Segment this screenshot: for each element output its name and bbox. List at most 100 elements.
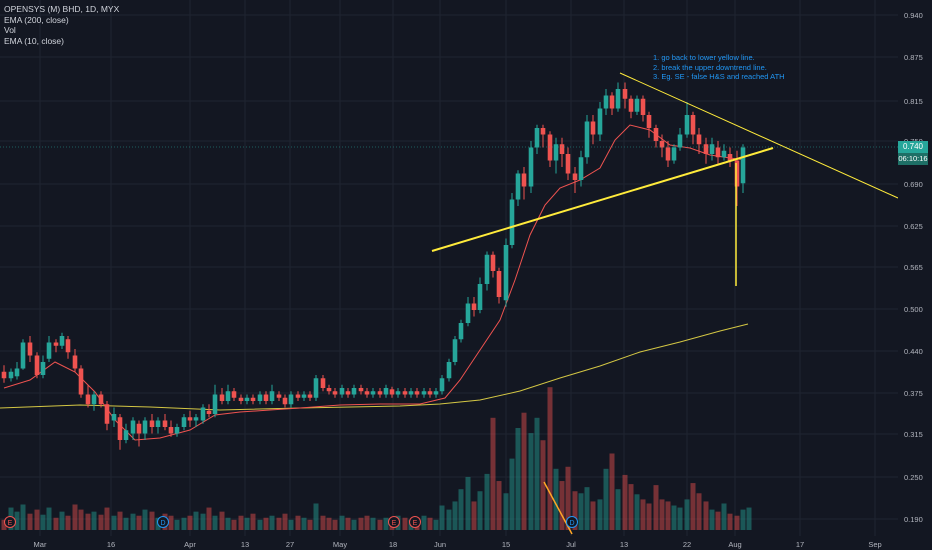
candle-down bbox=[136, 423, 142, 434]
candle-up bbox=[130, 420, 136, 434]
volume-bar bbox=[615, 489, 621, 530]
volume-bar bbox=[332, 519, 338, 530]
candle-down bbox=[1, 371, 7, 379]
volume-bar bbox=[572, 491, 578, 530]
volume-bar bbox=[746, 507, 752, 530]
volume-bar bbox=[1, 519, 7, 530]
volume-bar bbox=[490, 417, 496, 530]
neckline-trendline[interactable] bbox=[431, 147, 774, 252]
ema10-legend[interactable]: EMA (10, close) bbox=[4, 35, 64, 46]
volume-bar bbox=[521, 412, 527, 530]
volume-bar bbox=[696, 493, 702, 530]
volume-bar bbox=[383, 517, 389, 530]
earnings-marker: E bbox=[392, 520, 397, 527]
candle-up bbox=[212, 394, 218, 414]
candle-down bbox=[307, 394, 313, 398]
candle-down bbox=[98, 394, 104, 405]
volume-bar bbox=[78, 509, 84, 530]
candle-up bbox=[225, 391, 231, 401]
annotation-line-2: 2. break the upper downtrend line. bbox=[653, 62, 767, 72]
volume-bar bbox=[27, 513, 33, 530]
candle-down bbox=[540, 128, 546, 135]
candle-up bbox=[603, 95, 609, 109]
candle-down bbox=[427, 391, 433, 395]
candle-down bbox=[496, 271, 502, 297]
candle-down bbox=[104, 404, 110, 424]
candle-up bbox=[351, 388, 357, 395]
text-annotation[interactable]: 1. go back to lower yellow line. 2. brea… bbox=[653, 53, 785, 82]
candle-up bbox=[174, 427, 180, 434]
volume-bar bbox=[257, 519, 263, 530]
volume-bar bbox=[320, 515, 326, 530]
time-tick-label: Aug bbox=[728, 540, 741, 549]
volume-bar bbox=[295, 515, 301, 530]
candle-down bbox=[727, 154, 733, 161]
volume-bar bbox=[65, 515, 71, 530]
candle-up bbox=[111, 414, 117, 421]
volume-bar bbox=[364, 515, 370, 530]
volume-bar bbox=[471, 501, 477, 530]
volume-bar bbox=[703, 501, 709, 530]
candle-up bbox=[452, 339, 458, 362]
candle-up bbox=[257, 394, 263, 401]
volume-bar bbox=[111, 515, 117, 530]
volume-bar bbox=[282, 513, 288, 530]
candle-up bbox=[395, 391, 401, 395]
candle-down bbox=[78, 368, 84, 395]
candle-up bbox=[503, 245, 509, 301]
volume-bar bbox=[263, 517, 269, 530]
volume-bar bbox=[496, 481, 502, 530]
downtrend-line[interactable] bbox=[619, 72, 899, 199]
candle-up bbox=[509, 199, 515, 245]
candle-up bbox=[515, 173, 521, 200]
volume-bar bbox=[98, 514, 104, 530]
bar-countdown: 06:10:16 bbox=[898, 153, 928, 165]
candle-up bbox=[383, 388, 389, 395]
volume-bar bbox=[547, 387, 553, 530]
candle-down bbox=[715, 147, 721, 158]
candle-down bbox=[690, 115, 696, 135]
candle-up bbox=[200, 407, 206, 421]
price-axis-panel bbox=[898, 0, 932, 536]
time-axis-panel bbox=[0, 536, 932, 550]
volume-bar bbox=[123, 517, 129, 530]
price-tick-label: 0.375 bbox=[904, 389, 923, 398]
volume-bar bbox=[149, 511, 155, 530]
ema200-line bbox=[0, 323, 749, 411]
candle-up bbox=[20, 342, 26, 369]
candle-down bbox=[295, 394, 301, 398]
candle-down bbox=[653, 128, 659, 141]
candle-down bbox=[219, 394, 225, 401]
time-tick-label: 18 bbox=[389, 540, 397, 549]
volume-bar bbox=[301, 517, 307, 530]
candle-up bbox=[465, 303, 471, 323]
volume-bar bbox=[206, 507, 212, 530]
volume-bar bbox=[640, 499, 646, 530]
ema200-legend[interactable]: EMA (200, close) bbox=[4, 14, 69, 25]
price-tick-label: 0.500 bbox=[904, 305, 923, 314]
volume-bar bbox=[313, 503, 319, 530]
candle-up bbox=[123, 430, 129, 440]
price-tick-label: 0.190 bbox=[904, 515, 923, 524]
candle-down bbox=[34, 355, 40, 375]
event-marker-circle bbox=[409, 516, 421, 528]
volume-bar bbox=[250, 513, 256, 530]
candle-down bbox=[377, 391, 383, 395]
chart-legend: OPENSYS (M) BHD, 1D, MYX EMA (200, close… bbox=[4, 4, 119, 46]
volume-bar bbox=[477, 491, 483, 530]
candle-down bbox=[206, 410, 212, 414]
annotation-line-3: 3. Eg. SE - false H&S and reached ATH bbox=[653, 72, 785, 81]
candle-down bbox=[276, 394, 282, 398]
volume-bar bbox=[269, 515, 275, 530]
volume-bar bbox=[515, 428, 521, 530]
volume-bar bbox=[276, 517, 282, 530]
candle-down bbox=[521, 173, 527, 187]
price-tick-label: 0.940 bbox=[904, 11, 923, 20]
volume-bar bbox=[351, 519, 357, 530]
volume-bar bbox=[193, 511, 199, 530]
candle-up bbox=[59, 336, 65, 346]
symbol-title[interactable]: OPENSYS (M) BHD, 1D, MYX bbox=[4, 4, 120, 14]
vol-legend[interactable]: Vol bbox=[4, 25, 16, 35]
